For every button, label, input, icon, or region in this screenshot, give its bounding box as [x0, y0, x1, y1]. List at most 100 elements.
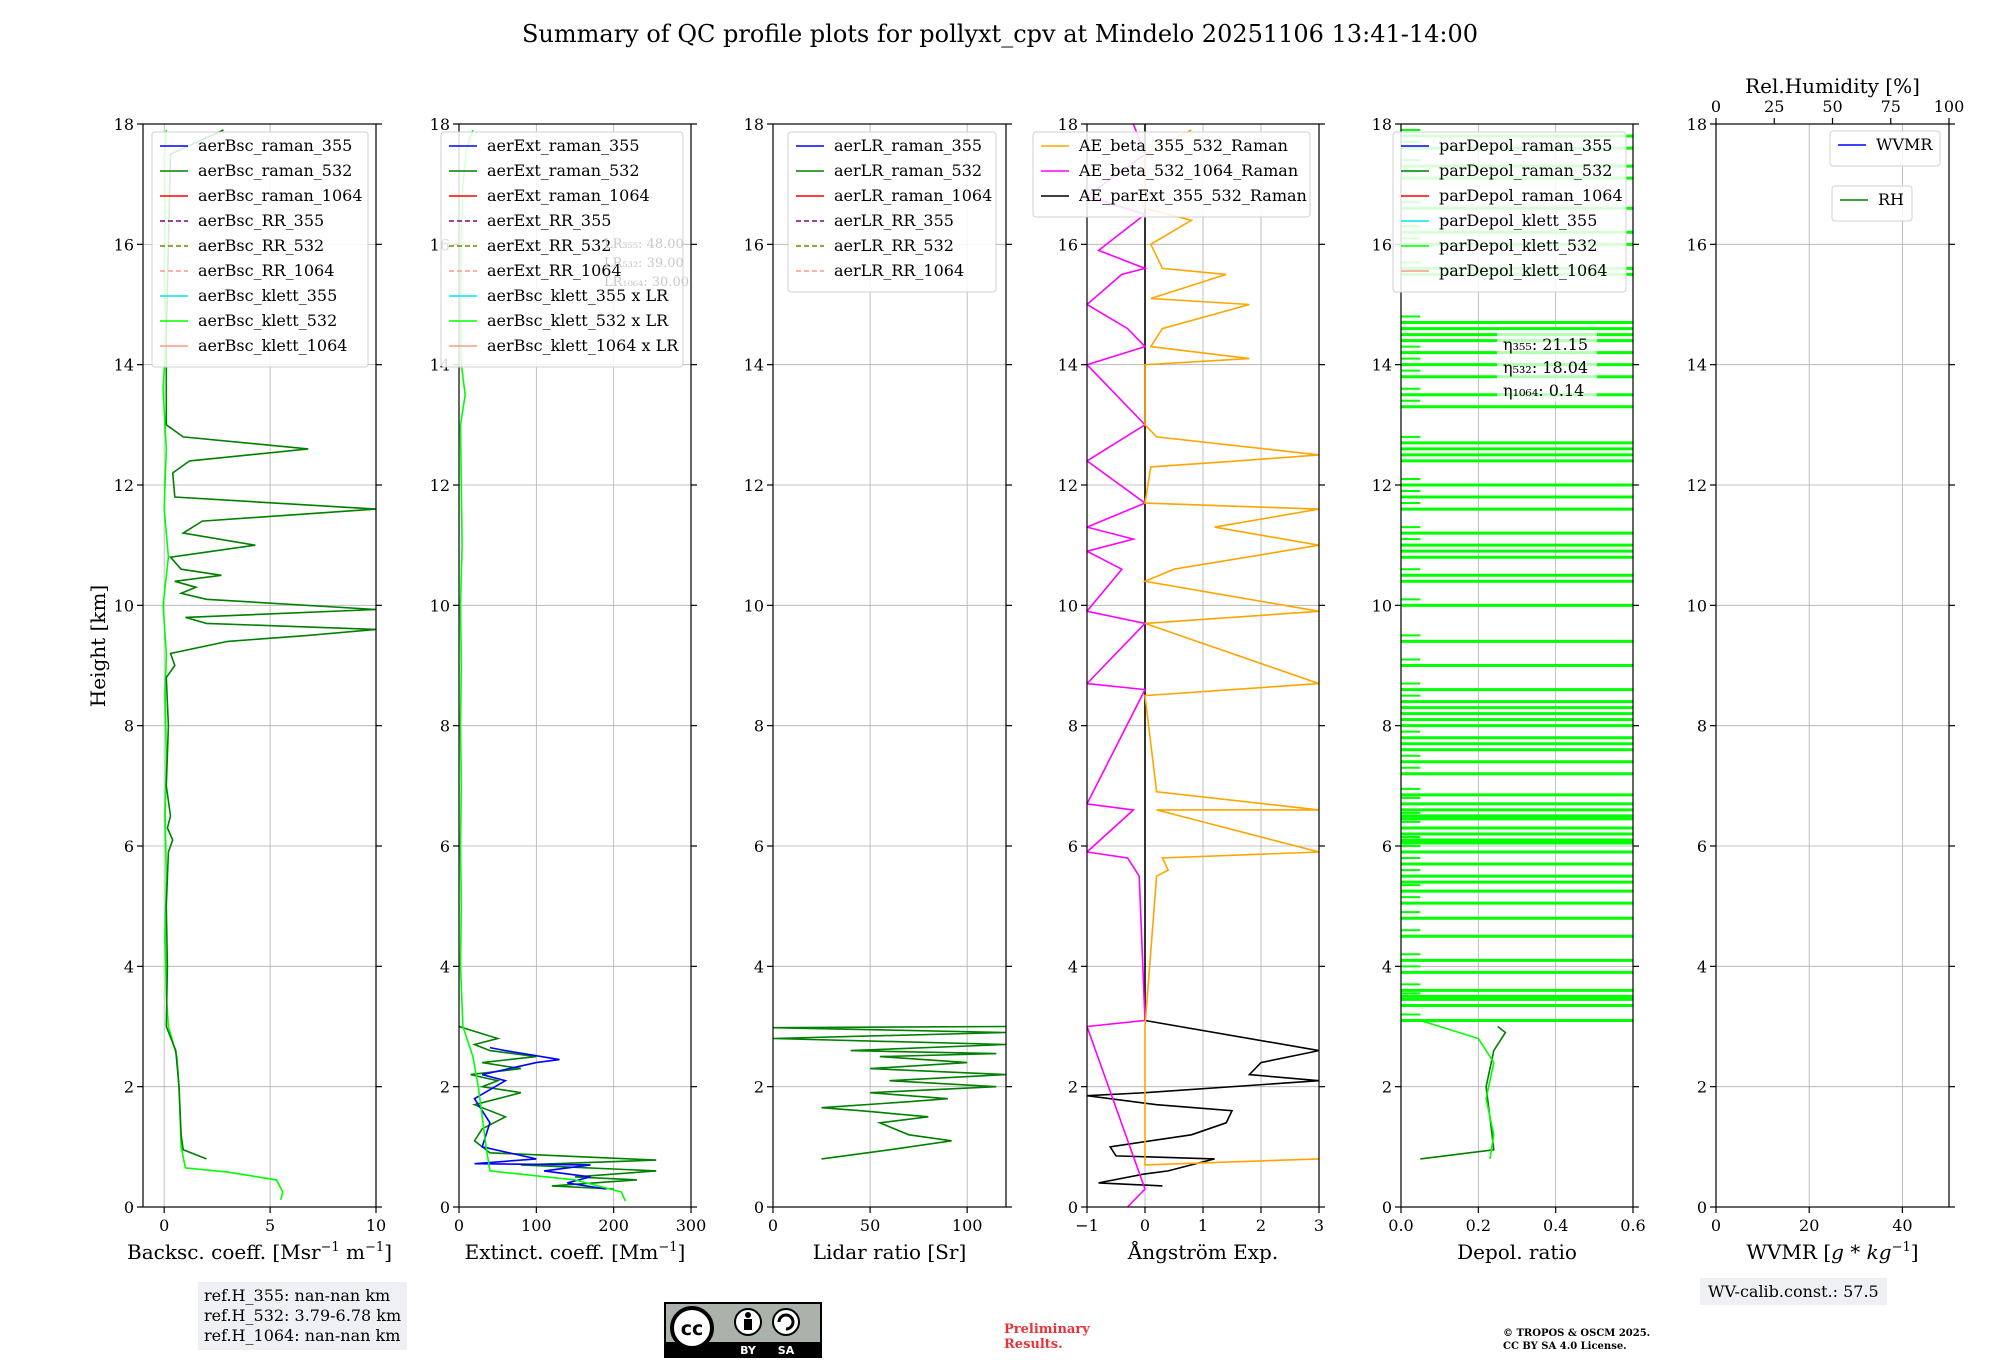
x-tick-label: 50 [860, 1216, 880, 1235]
plot-frame [142, 123, 377, 1208]
y-tick-label: 0 [440, 1198, 450, 1217]
x-tick-label: 40 [1892, 1216, 1912, 1235]
y-tick-label: 4 [754, 957, 764, 976]
y-tick-label: 4 [1382, 957, 1392, 976]
legend-lidar_ratio[interactable]: aerLR_raman_355 aerLR_raman_532 aerLR_rama… [787, 131, 997, 293]
by-text: BY [740, 1344, 757, 1357]
y-tick-label: 4 [1068, 957, 1078, 976]
y-tick-label: 12 [430, 476, 450, 495]
legend-frame [787, 131, 997, 293]
series-AE_beta_355_532_Raman [1142, 129, 1319, 1166]
legend-label: aerExt_RR_355 [487, 211, 611, 230]
legend-label: parDepol_raman_532 [1439, 161, 1612, 180]
figure-title: Summary of QC profile plots for pollyxt_… [521, 20, 1479, 48]
x-tick-label: 100 [521, 1216, 552, 1235]
y-tick-label: 16 [1687, 235, 1707, 254]
eta-annotation: η₁₀₆₄: 0.14 [1503, 381, 1584, 400]
y-tick-label: 6 [1382, 837, 1392, 856]
legend-backscatter[interactable]: aerBsc_raman_355 aerBsc_raman_532 aerBsc_r… [151, 131, 369, 368]
copyright-line-2: CC BY SA 4.0 License. [1503, 1341, 1627, 1352]
y-tick-label: 18 [1687, 115, 1707, 134]
y-tick-label: 8 [1382, 717, 1392, 736]
y-tick-label: 2 [1068, 1078, 1078, 1097]
panel-lidar_ratio: 0 2 4 6 8 10 12 14 16 18 0 50 100 Lidar ratio [Sr] aer… [744, 115, 1012, 1264]
y-tick-label: 16 [114, 235, 134, 254]
x-tick-label: 0 [1140, 1216, 1150, 1235]
reference-height-box: ref.H_355: nan-nan km ref.H_532: 3.79-6.… [198, 1282, 408, 1350]
y-tick-label: 10 [1372, 596, 1392, 615]
legend-label: aerLR_raman_532 [834, 161, 982, 180]
legend-label: aerBsc_raman_355 [198, 136, 352, 155]
y-tick-label: 2 [754, 1078, 764, 1097]
legend-angstrom[interactable]: AE_beta_355_532_Raman AE_beta_532_1064_Ra… [1032, 131, 1311, 218]
legend-label: parDepol_klett_1064 [1439, 261, 1608, 280]
series-group [1087, 124, 1319, 1207]
legend-label: aerBsc_klett_1064 x LR [487, 336, 679, 355]
y-tick-label: 4 [1697, 957, 1707, 976]
series-AE_parExt_355_532_Raman [1087, 124, 1319, 1187]
legend-label: WVMR [1876, 135, 1933, 154]
series-group [1401, 129, 1633, 1160]
x-tick-label: 0.6 [1620, 1216, 1645, 1235]
x-tick-label: 1 [1198, 1216, 1208, 1235]
sa-text: SA [778, 1344, 795, 1357]
y-tick-label: 6 [124, 837, 134, 856]
legend-label: parDepol_klett_355 [1439, 211, 1597, 230]
legend-label: parDepol_raman_1064 [1439, 186, 1623, 205]
eta-annotation-box [1497, 330, 1597, 402]
x-tick-label: 0.4 [1543, 1216, 1568, 1235]
legend-label: aerBsc_raman_1064 [198, 186, 363, 205]
panel-backscatter: 0 2 4 6 8 10 12 14 16 18 0 5 10 Backsc. coeff. [Msr−1… [114, 115, 392, 1264]
legend-label: aerLR_raman_1064 [834, 186, 992, 205]
y-tick-label: 10 [114, 596, 134, 615]
legend-frame [1829, 130, 1941, 167]
legend-label: aerExt_RR_532 [487, 236, 611, 255]
x-tick-label: 2 [1256, 1216, 1266, 1235]
y-tick-label: 2 [440, 1078, 450, 1097]
x-tick-label: 5 [265, 1216, 275, 1235]
legend-label: RH [1878, 190, 1904, 209]
ref-height-1064: ref.H_1064: nan-nan km [204, 1326, 401, 1345]
legend-label: AE_beta_532_1064_Raman [1078, 161, 1298, 180]
y-tick-label: 12 [114, 476, 134, 495]
legend-label: aerLR_raman_355 [834, 136, 982, 155]
y-tick-label: 18 [114, 115, 134, 134]
legend-label: aerExt_RR_1064 [487, 261, 622, 280]
legend-label: aerBsc_klett_532 x LR [487, 311, 669, 330]
y-tick-label: 8 [1068, 717, 1078, 736]
y-tick-label: 6 [1697, 837, 1707, 856]
lr-annotation: LR₅₃₂: 39.00 [604, 256, 684, 271]
x-axis-label: Lidar ratio [Sr] [813, 1240, 967, 1264]
y-tick-label: 4 [124, 957, 134, 976]
legend-label: aerBsc_klett_532 [198, 311, 337, 330]
legend-label: aerExt_raman_532 [487, 161, 640, 180]
series-aerLR_raman_532 [773, 1025, 1006, 1160]
x-axis-label: WVMR [g * kg−1] [1746, 1240, 1918, 1264]
cc-by-sa-license-badge[interactable]: cc BY SA [664, 1302, 822, 1358]
series-group [773, 1025, 1006, 1160]
legend-extinction[interactable]: aerExt_raman_355 aerExt_raman_532 aerExt_r… [440, 131, 684, 368]
x-tick-label: 0 [1711, 1216, 1721, 1235]
preliminary-line-1: Preliminary [1004, 1322, 1090, 1337]
eta-annotation: η₅₃₂: 18.04 [1503, 358, 1588, 377]
series-parDepol_klett_532 [1420, 1019, 1495, 1160]
legend-frame [440, 131, 684, 368]
copyright-line-1: © TROPOS & OSCM 2025. [1503, 1328, 1651, 1339]
legend-label: aerBsc_klett_355 x LR [487, 286, 669, 305]
legend-rh[interactable]: RH [1831, 185, 1913, 222]
legend-label: aerLR_RR_355 [834, 211, 954, 230]
y-axis-label: Height [km] [86, 585, 110, 707]
legend-label: AE_beta_355_532_Raman [1078, 136, 1288, 155]
legend-frame [1032, 131, 1311, 218]
plot-frame [458, 123, 692, 1208]
y-tick-label: 14 [1687, 356, 1707, 375]
legend-wvmr[interactable]: WVMR [1829, 130, 1941, 167]
x-tick-label: 0 [768, 1216, 778, 1235]
y-tick-label: 2 [1697, 1078, 1707, 1097]
cc-text: cc [681, 1318, 704, 1340]
lr-annotation: LR₃₅₅: 48.00 [604, 237, 684, 252]
legend-depol[interactable]: parDepol_raman_355 parDepol_raman_532 parD… [1392, 131, 1627, 293]
x-tick-label: 0 [159, 1216, 169, 1235]
